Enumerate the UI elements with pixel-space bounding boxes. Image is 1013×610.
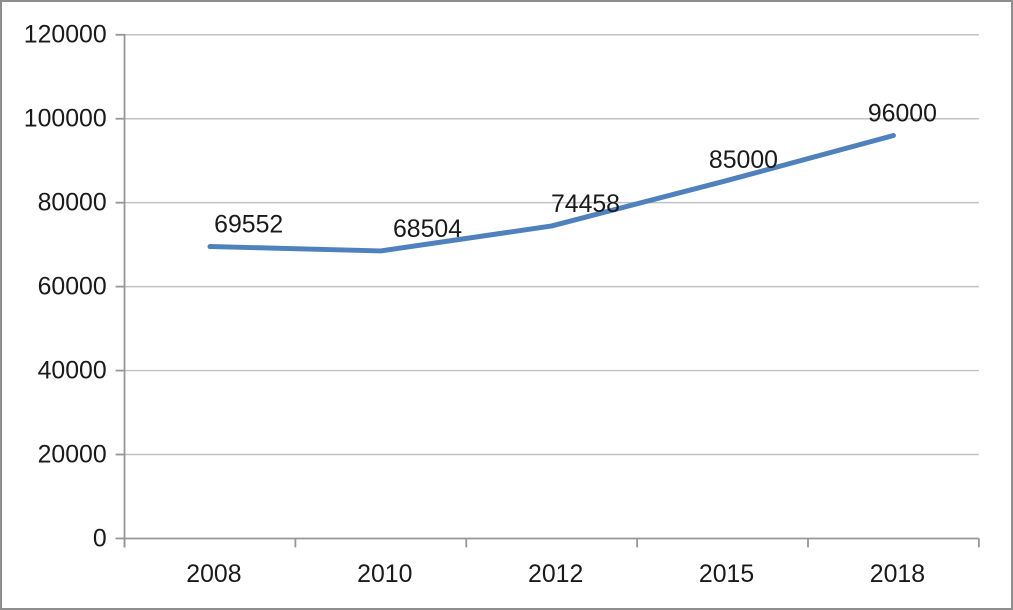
y-axis-tick-label: 60000 [38,274,107,301]
series-line [207,133,896,254]
y-axis-tick-label: 100000 [24,106,107,133]
tick-marks-group [115,33,980,548]
x-axis-category-label: 2012 [528,561,583,588]
x-axis-category-label: 2015 [699,561,754,588]
data-point-label: 68504 [393,216,462,243]
x-axis-category-label: 2010 [357,561,412,588]
gridlines-group [124,34,979,456]
data-point-label: 96000 [868,101,937,128]
y-axis-tick-label: 80000 [38,190,107,217]
y-axis-tick-label: 40000 [38,358,107,385]
y-axis-tick-label: 20000 [38,441,107,468]
x-axis-category-label: 2008 [186,561,241,588]
data-point-label: 74458 [551,191,620,218]
x-axis-category-label: 2018 [870,561,925,588]
x-axis-labels-group: 2008 2010 2012 2015 2018 [186,561,925,588]
y-axis-labels-group: 0 20000 40000 60000 80000 100000 120000 [24,22,107,553]
y-axis-tick-label: 120000 [24,22,107,49]
data-point-label: 85000 [709,147,778,174]
axes-group [123,34,979,548]
y-axis-tick-label: 0 [93,525,107,552]
data-point-label: 69552 [214,212,283,239]
data-labels-group: 69552 68504 74458 85000 96000 [214,101,937,243]
